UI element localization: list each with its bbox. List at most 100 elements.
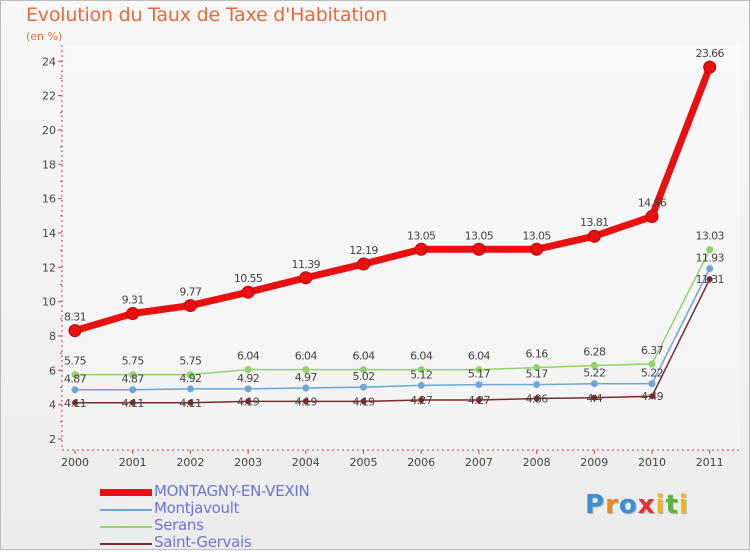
data-label-saint-gervais: 4.4 bbox=[586, 392, 602, 405]
data-label-montagny: 13.05 bbox=[465, 229, 494, 242]
y-tick-label: 16 bbox=[42, 193, 56, 206]
data-point-serans bbox=[302, 366, 310, 374]
data-point-serans bbox=[533, 364, 541, 372]
legend-label-montjavoult: Montjavoult bbox=[154, 499, 240, 517]
y-tick-label: 22 bbox=[42, 90, 56, 103]
data-label-saint-gervais: 11.31 bbox=[695, 273, 724, 286]
data-label-saint-gervais: 4.36 bbox=[526, 392, 549, 405]
x-tick-label: 2009 bbox=[580, 456, 608, 469]
y-tick-label: 2 bbox=[49, 433, 56, 446]
data-point-saint-gervais bbox=[649, 393, 655, 400]
x-tick-label: 2008 bbox=[523, 456, 551, 469]
data-label-serans: 6.04 bbox=[237, 350, 260, 363]
data-label-serans: 6.04 bbox=[410, 350, 433, 363]
data-point-saint-gervais bbox=[475, 397, 482, 404]
y-tick-label: 24 bbox=[42, 55, 56, 68]
data-label-montagny: 12.19 bbox=[349, 244, 378, 257]
logo-letter: P bbox=[585, 490, 606, 520]
data-point-serans bbox=[71, 371, 79, 379]
data-label-montagny: 11.39 bbox=[292, 258, 321, 271]
data-point-montjavoult bbox=[475, 381, 483, 389]
data-label-montagny: 10.55 bbox=[234, 272, 263, 285]
data-point-montjavoult bbox=[417, 381, 425, 389]
data-label-montagny: 13.05 bbox=[407, 229, 436, 242]
data-label-serans: 13.03 bbox=[695, 230, 724, 243]
series-line-montagny bbox=[71, 63, 714, 335]
data-label-serans: 5.75 bbox=[122, 355, 145, 368]
data-point-serans bbox=[648, 360, 656, 368]
data-label-serans: 6.04 bbox=[295, 350, 318, 363]
data-point-montjavoult bbox=[360, 383, 367, 391]
x-tick-label: 2005 bbox=[350, 456, 378, 469]
data-label-montagny: 14.96 bbox=[638, 196, 667, 209]
data-label-montjavoult: 11.93 bbox=[695, 252, 724, 265]
chart-subtitle: (en %) bbox=[26, 30, 63, 43]
data-label-serans: 5.75 bbox=[64, 355, 87, 368]
data-label-montjavoult: 5.02 bbox=[352, 370, 374, 383]
data-point-montjavoult bbox=[186, 385, 194, 393]
chart-title: Evolution du Taux de Taxe d'Habitation bbox=[26, 4, 387, 26]
data-label-montagny: 13.81 bbox=[580, 216, 609, 229]
data-label-montagny: 23.66 bbox=[695, 47, 724, 60]
data-label-montagny: 13.05 bbox=[522, 229, 551, 242]
data-label-montjavoult: 4.92 bbox=[179, 372, 201, 385]
data-label-montjavoult: 4.92 bbox=[237, 372, 259, 385]
x-tick-label: 2002 bbox=[176, 456, 204, 469]
series-line-serans bbox=[74, 248, 711, 376]
data-point-saint-gervais bbox=[302, 398, 309, 405]
data-label-saint-gervais: 4.49 bbox=[641, 390, 664, 403]
data-label-saint-gervais: 4.27 bbox=[410, 394, 433, 407]
data-point-montagny bbox=[68, 324, 82, 338]
data-point-montjavoult bbox=[244, 385, 252, 393]
data-point-serans bbox=[129, 371, 137, 379]
data-label-serans: 6.04 bbox=[352, 350, 375, 363]
x-tick-label: 2011 bbox=[696, 456, 724, 469]
data-point-serans bbox=[475, 366, 483, 374]
legend-swatch-saint-gervais bbox=[100, 543, 152, 545]
data-label-montjavoult: 4.87 bbox=[64, 373, 87, 386]
series-line-montjavoult bbox=[74, 267, 711, 391]
data-point-montjavoult bbox=[129, 386, 137, 394]
data-label-montagny: 9.31 bbox=[122, 293, 144, 306]
y-tick-label: 10 bbox=[42, 296, 56, 309]
data-point-serans bbox=[590, 362, 598, 370]
data-label-montagny: 8.31 bbox=[64, 311, 86, 324]
logo-letter: t bbox=[665, 490, 679, 520]
data-label-montjavoult: 4.97 bbox=[295, 371, 318, 384]
data-label-montjavoult: 5.17 bbox=[468, 368, 491, 381]
data-point-saint-gervais bbox=[129, 399, 136, 406]
data-point-montjavoult bbox=[302, 384, 310, 392]
x-tick-label: 2010 bbox=[638, 456, 666, 469]
data-label-serans: 6.28 bbox=[583, 346, 606, 359]
data-label-saint-gervais: 4.19 bbox=[352, 395, 375, 408]
data-label-saint-gervais: 4.11 bbox=[179, 397, 201, 410]
data-point-serans bbox=[360, 366, 367, 374]
data-point-serans bbox=[417, 366, 425, 374]
x-tick-label: 2006 bbox=[407, 456, 435, 469]
data-point-serans bbox=[186, 371, 194, 379]
data-label-montjavoult: 5.17 bbox=[526, 368, 549, 381]
data-point-montagny bbox=[414, 242, 428, 256]
data-point-montagny bbox=[183, 299, 197, 313]
data-label-serans: 6.37 bbox=[641, 344, 664, 357]
data-point-serans bbox=[706, 246, 714, 254]
y-tick-label: 20 bbox=[42, 124, 56, 137]
data-label-montjavoult: 5.12 bbox=[410, 368, 432, 381]
y-tick-label: 14 bbox=[42, 227, 56, 240]
data-point-saint-gervais bbox=[591, 394, 598, 401]
data-point-montjavoult bbox=[648, 380, 656, 388]
data-point-saint-gervais bbox=[360, 398, 367, 405]
plot-area bbox=[62, 45, 740, 450]
data-label-serans: 6.16 bbox=[526, 348, 549, 361]
data-point-montagny bbox=[357, 257, 370, 271]
data-label-saint-gervais: 4.11 bbox=[122, 397, 144, 410]
data-point-serans bbox=[244, 366, 252, 374]
data-point-montagny bbox=[126, 306, 140, 320]
logo-letter: i bbox=[678, 490, 689, 520]
data-label-saint-gervais: 4.19 bbox=[295, 395, 318, 408]
data-point-montjavoult bbox=[533, 381, 541, 389]
y-tick-label: 4 bbox=[49, 399, 56, 412]
legend-swatch-montagny bbox=[100, 489, 152, 496]
